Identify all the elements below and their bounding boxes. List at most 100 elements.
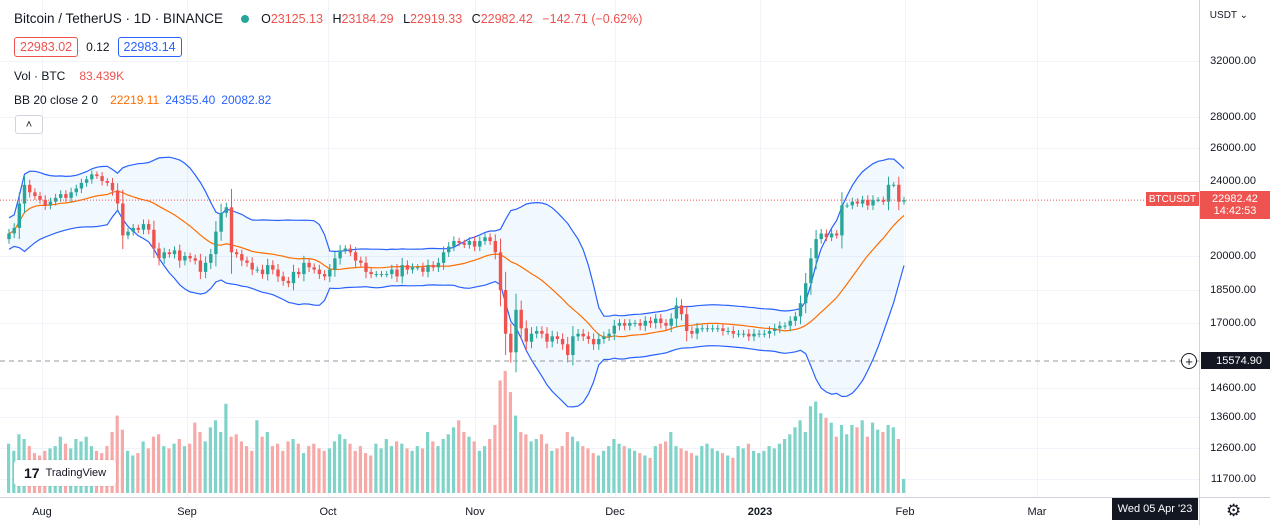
- volume-indicator-name[interactable]: Vol · BTC: [14, 69, 66, 83]
- candle: [410, 263, 415, 274]
- candle: [203, 256, 208, 279]
- buy-price-button[interactable]: 22983.14: [117, 37, 182, 57]
- candle: [162, 247, 166, 264]
- volume-bar: [684, 450, 688, 493]
- market-status-dot-icon[interactable]: [241, 14, 250, 23]
- candle: [400, 257, 404, 284]
- candle: [297, 267, 301, 279]
- candle: [519, 300, 523, 340]
- symbol-legend: Bitcoin / TetherUS · 1D · BINANCE O23125…: [14, 11, 648, 26]
- volume-bar: [395, 441, 399, 493]
- volume-bar: [550, 450, 554, 493]
- candle: [773, 323, 777, 336]
- candle: [260, 264, 265, 279]
- volume-bar: [338, 434, 342, 493]
- volume-bar: [762, 450, 766, 493]
- bollinger-basis-value: 22219.11: [110, 93, 160, 107]
- volume-bar: [710, 448, 714, 493]
- candle: [757, 329, 761, 338]
- price-chart-canvas[interactable]: [0, 0, 1199, 497]
- bollinger-indicator-legend[interactable]: BB 20 close 2 0 22219.11 24355.40 20082.…: [14, 93, 271, 107]
- volume-indicator-legend[interactable]: Vol · BTC 83.439K: [14, 69, 124, 83]
- candle: [659, 314, 663, 329]
- candle: [53, 193, 58, 206]
- bollinger-basis-line: [8, 190, 905, 338]
- candle: [338, 245, 342, 265]
- candle: [188, 252, 192, 263]
- candle: [441, 246, 446, 270]
- candle: [90, 170, 94, 184]
- candle: [829, 229, 834, 242]
- volume-bar: [332, 441, 337, 493]
- volume-bar: [545, 443, 549, 493]
- volume-bar: [146, 448, 150, 493]
- currency-selector[interactable]: USDT ⌄: [1209, 10, 1248, 21]
- candle: [721, 323, 725, 336]
- volume-bar: [467, 436, 471, 493]
- volume-bar: [7, 443, 11, 493]
- candle: [183, 252, 187, 266]
- settings-gear-icon[interactable]: ⚙: [1226, 501, 1242, 520]
- candle: [628, 319, 632, 331]
- bollinger-upper-line: [8, 156, 905, 317]
- sell-price-button[interactable]: 22983.02: [14, 37, 79, 57]
- volume-bar: [576, 441, 580, 493]
- candle: [426, 259, 430, 278]
- volume-bar: [301, 453, 306, 493]
- candle: [535, 326, 539, 339]
- candle: [421, 262, 425, 277]
- bollinger-upper-value: 24355.40: [165, 93, 216, 107]
- collapse-legend-button[interactable]: ˄: [15, 115, 43, 134]
- price-axis[interactable]: USDT ⌄ 32000.00 28000.00 26000.00 24000.00 2…: [1199, 0, 1270, 497]
- volume-bar: [720, 453, 725, 493]
- volume-bar: [358, 446, 362, 493]
- volume-bar: [250, 450, 254, 493]
- volume-bar: [601, 450, 606, 493]
- candle: [509, 323, 513, 363]
- candle: [726, 327, 730, 335]
- volume-bar: [746, 443, 750, 493]
- time-tick-label: Oct: [319, 506, 337, 518]
- symbol-title[interactable]: Bitcoin / TetherUS · 1D · BINANCE: [14, 11, 224, 26]
- volume-bar: [286, 441, 290, 493]
- bollinger-indicator-name[interactable]: BB 20 close 2 0: [14, 93, 99, 107]
- candle: [219, 203, 223, 241]
- add-alert-plus-icon[interactable]: +: [1181, 353, 1197, 369]
- candle: [793, 311, 798, 326]
- candle: [379, 271, 384, 278]
- candle: [860, 195, 865, 208]
- tradingview-logo[interactable]: 17 TradingView: [14, 460, 117, 486]
- candle: [607, 329, 611, 341]
- candle: [457, 237, 461, 247]
- volume-bar: [245, 446, 249, 493]
- candle: [612, 319, 616, 341]
- volume-bar: [508, 392, 512, 493]
- volume-bar: [260, 436, 264, 493]
- volume-bar: [591, 453, 595, 493]
- volume-bar: [369, 455, 373, 493]
- candle: [328, 264, 332, 282]
- candle: [597, 333, 601, 350]
- candle: [302, 255, 306, 282]
- candle: [436, 258, 441, 273]
- candle: [643, 316, 647, 332]
- price-tick-label: 28000.00: [1210, 111, 1256, 123]
- volume-bar: [788, 434, 792, 493]
- volume-histogram: [7, 371, 906, 493]
- volume-bar: [493, 425, 497, 493]
- candle: [193, 254, 197, 265]
- chart-pane[interactable]: Bitcoin / TetherUS · 1D · BINANCE O23125…: [0, 0, 1199, 497]
- candle: [669, 313, 673, 333]
- bollinger-band-fill: [9, 157, 904, 407]
- volume-bar: [803, 432, 807, 493]
- candle: [654, 314, 658, 329]
- volume-bar: [307, 446, 311, 493]
- candle: [152, 220, 156, 258]
- candle: [778, 321, 782, 333]
- candle: [493, 234, 497, 260]
- volume-bar: [607, 446, 611, 493]
- volume-bar: [565, 432, 569, 493]
- volume-bar: [519, 432, 523, 493]
- candle: [136, 224, 140, 233]
- time-axis[interactable]: Aug Sep Oct Nov Dec 2023 Feb Mar: [0, 497, 1199, 525]
